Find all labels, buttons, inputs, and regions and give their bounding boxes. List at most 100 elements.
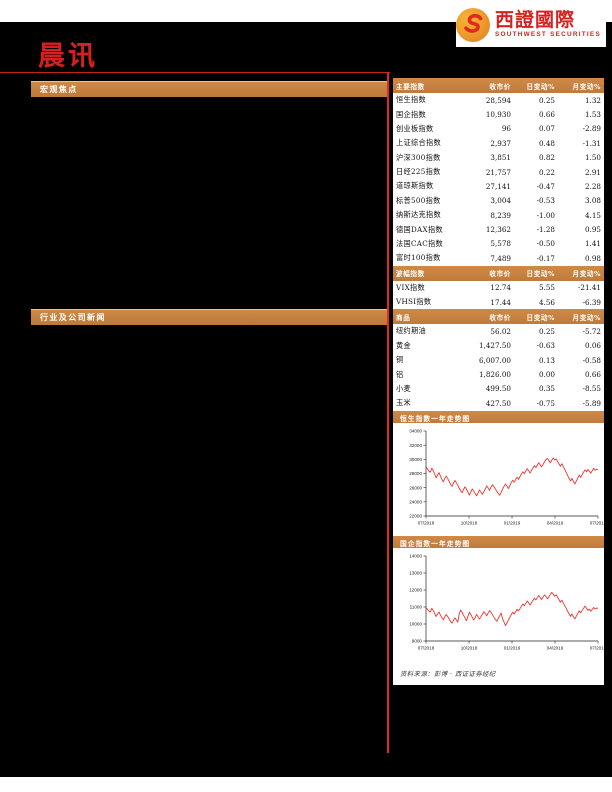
svg-text:07/2018: 07/2018 (418, 520, 435, 525)
cell-value: 3.08 (584, 196, 601, 206)
cell-value: 0.13 (538, 355, 555, 365)
cell-value: 12,362 (485, 225, 511, 235)
col-header-monthchg: 月变动% (558, 265, 604, 281)
cell-instrument-name: 日经225指数 (396, 167, 441, 177)
cell-value: 8,239 (490, 210, 511, 220)
table-commodities: 商品 收市价 日变动% 月变动% 纽约期油 56.02 0.25 -5.72 黄金 1,4… (393, 309, 604, 411)
svg-text:10/2018: 10/2018 (461, 520, 478, 525)
table-major-indices: 主要指数 收市价 日变动% 月变动% 恒生指数 28,594 0.25 1.32 国企指… (393, 78, 604, 266)
chart-plot-hsi: 22000 24000 26000 28000 30000 32000 34000 07/20… (393, 422, 604, 536)
cell-value: -0.75 (536, 398, 555, 408)
cell-value: -21.41 (577, 283, 601, 293)
cell-value: 5.55 (538, 283, 555, 293)
cell-instrument-name: 上证综合指数 (396, 138, 441, 148)
cell-value: 0.00 (538, 370, 555, 380)
table-row: 铜 6,007.00 0.13 -0.58 (393, 353, 604, 367)
cell-instrument-name: 玉米 (396, 398, 411, 408)
svg-text:32000: 32000 (409, 442, 422, 447)
section-header-macro: 宏观焦点 (31, 81, 389, 97)
cell-value: 1.50 (584, 153, 601, 163)
svg-text:04/2019: 04/2019 (547, 520, 564, 525)
cell-instrument-name: 铝 (396, 369, 404, 379)
market-data-column: 主要指数 收市价 日变动% 月变动% 恒生指数 28,594 0.25 1.32 国企指… (393, 78, 604, 685)
table-volatility-indices: 波幅指数 收市价 日变动% 月变动% VIX指数 12.74 5.55 -21.41 V… (393, 265, 604, 310)
col-header-close: 收市价 (467, 78, 514, 93)
cell-value: 1.32 (584, 95, 601, 105)
cell-value: 17.44 (490, 297, 511, 307)
cell-value: 0.66 (538, 110, 555, 120)
cell-value: 0.98 (584, 253, 601, 263)
cell-value: 2.91 (584, 167, 601, 177)
cell-instrument-name: 纽约期油 (396, 326, 426, 336)
cell-value: 7,489 (490, 253, 511, 263)
svg-text:28000: 28000 (409, 471, 422, 476)
svg-text:07/2019: 07/2019 (590, 520, 604, 525)
cell-value: -2.89 (582, 124, 601, 134)
cell-value: -8.55 (582, 384, 601, 394)
chart-plot-hscei: 9000 10000 11000 12000 13000 14000 07/2018 10/2… (393, 547, 604, 661)
cell-instrument-name: 德国DAX指数 (396, 224, 443, 234)
cell-instrument-name: 小麦 (396, 383, 411, 393)
svg-text:26000: 26000 (409, 485, 422, 490)
col-header-close: 收市价 (467, 265, 514, 281)
cell-instrument-name: 创业板指数 (396, 123, 434, 133)
cell-value: 3,851 (490, 153, 511, 163)
brand-logo: 西證國際 SOUTHWEST SECURITIES (456, 2, 606, 47)
svg-text:30000: 30000 (409, 457, 422, 462)
col-header-daychg: 日变动% (514, 309, 558, 325)
svg-text:34000: 34000 (409, 428, 422, 433)
table-header-row: 商品 收市价 日变动% 月变动% (393, 309, 604, 325)
cell-instrument-name: 纳斯达克指数 (396, 210, 441, 220)
cell-value: 0.25 (538, 326, 555, 336)
cell-value: 0.95 (584, 225, 601, 235)
svg-text:12000: 12000 (409, 587, 422, 592)
col-header-daychg: 日变动% (514, 265, 558, 281)
svg-text:9000: 9000 (412, 638, 423, 643)
cell-value: 3,004 (490, 196, 511, 206)
svg-text:04/2019: 04/2019 (547, 645, 564, 650)
table-row: 上证综合指数 2,937 0.48 -1.31 (393, 136, 604, 150)
table-row: 铝 1,826.00 0.00 0.66 (393, 367, 604, 381)
col-header-monthchg: 月变动% (558, 78, 604, 93)
cell-value: 427.50 (485, 398, 511, 408)
svg-text:01/2019: 01/2019 (504, 520, 521, 525)
table-row: VIX指数 12.74 5.55 -21.41 (393, 281, 604, 295)
cell-value: -0.63 (536, 341, 555, 351)
table-row: 德国DAX指数 12,362 -1.28 0.95 (393, 222, 604, 236)
table-row: 玉米 427.50 -0.75 -5.89 (393, 396, 604, 410)
col-header-name: 主要指数 (393, 78, 467, 93)
svg-text:10/2018: 10/2018 (461, 645, 478, 650)
svg-text:22000: 22000 (409, 513, 422, 518)
table-row: 纽约期油 56.02 0.25 -5.72 (393, 324, 604, 338)
svg-text:11000: 11000 (410, 604, 423, 609)
logo-chinese-name: 西證國際 (495, 8, 576, 31)
col-header-close: 收市价 (467, 309, 514, 325)
cell-value: 12.74 (490, 283, 511, 293)
section-label-industry: 行业及公司新闻 (40, 312, 106, 322)
cell-value: -0.50 (536, 239, 555, 249)
cell-value: 96 (501, 124, 511, 134)
cell-value: 56.02 (490, 326, 511, 336)
cell-value: -1.00 (536, 210, 555, 220)
table-row: 黄金 1,427.50 -0.63 0.06 (393, 339, 604, 353)
bottom-white-band (0, 777, 612, 792)
table-header-row: 波幅指数 收市价 日变动% 月变动% (393, 265, 604, 281)
title-divider-rule (0, 72, 390, 74)
table-row: VHSI指数 17.44 4.56 -6.39 (393, 295, 604, 309)
cell-value: 4.56 (538, 297, 555, 307)
table-body-major-indices: 恒生指数 28,594 0.25 1.32 国企指数 10,930 0.66 1.53 创业板指… (393, 93, 604, 266)
cell-value: 0.66 (584, 370, 601, 380)
cell-value: -1.28 (536, 225, 555, 235)
table-body-volatility-indices: VIX指数 12.74 5.55 -21.41 VHSI指数 17.44 4.56 -6.39 (393, 281, 604, 310)
col-header-daychg: 日变动% (514, 78, 558, 93)
cell-value: 0.82 (538, 153, 555, 163)
cell-value: -0.47 (536, 181, 555, 191)
page-title: 晨讯 (38, 41, 98, 72)
col-header-name: 波幅指数 (393, 265, 467, 281)
cell-value: 499.50 (485, 384, 511, 394)
cell-value: -0.58 (582, 355, 601, 365)
cell-instrument-name: 法国CAC指数 (396, 238, 444, 248)
svg-text:13000: 13000 (409, 570, 422, 575)
table-row: 标普500指数 3,004 -0.53 3.08 (393, 194, 604, 208)
section-label-macro: 宏观焦点 (40, 84, 78, 94)
